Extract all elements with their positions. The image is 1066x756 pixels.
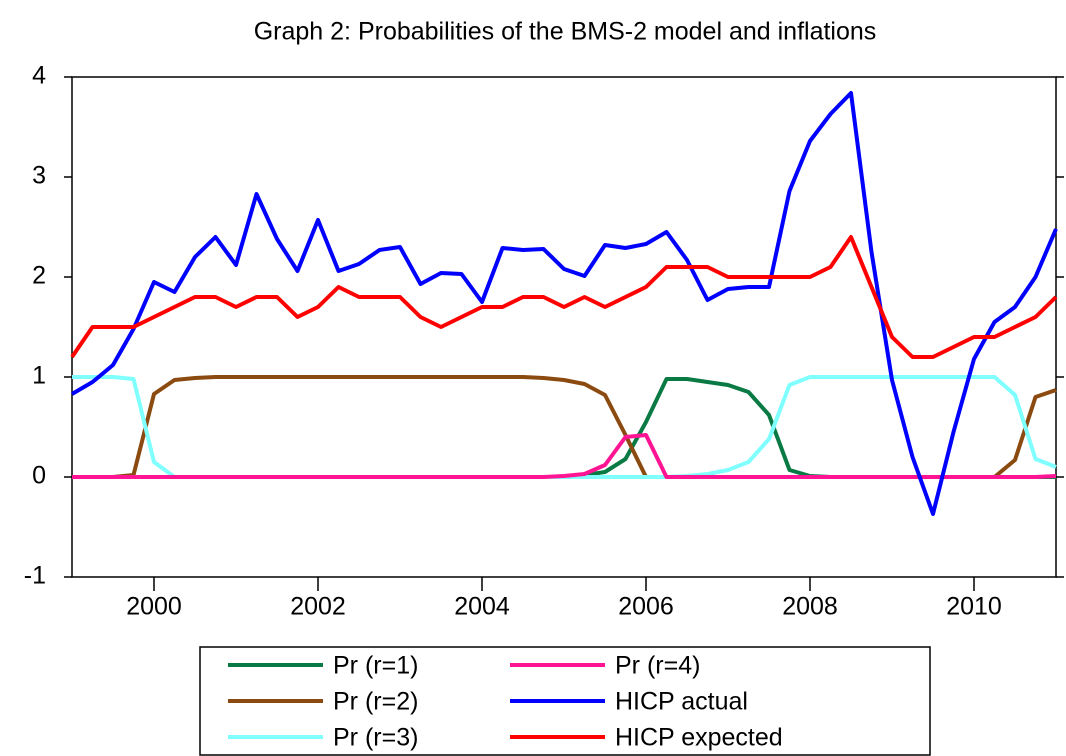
legend-label: Pr (r=2) <box>333 688 418 716</box>
legend-label: HICP actual <box>615 688 748 716</box>
legend-label: Pr (r=4) <box>615 652 700 680</box>
legend-label: Pr (r=1) <box>333 652 418 680</box>
line-series <box>72 377 1056 479</box>
y-tick-label: 1 <box>32 362 46 390</box>
y-tick-label: 2 <box>32 262 46 290</box>
y-tick-label: 0 <box>32 462 46 490</box>
y-tick-label: 4 <box>32 62 46 90</box>
y-tick-label: 3 <box>32 162 46 190</box>
legend-label: Pr (r=3) <box>333 724 418 752</box>
line-series <box>72 375 1057 479</box>
x-tick-label: 2006 <box>618 593 674 621</box>
x-tick-label: 2002 <box>290 593 346 621</box>
legend-label: HICP expected <box>615 724 783 752</box>
x-tick-label: 2010 <box>946 593 1002 621</box>
x-tick-label: 2004 <box>454 593 510 621</box>
y-tick-label: -1 <box>24 562 46 590</box>
line-series <box>72 433 1057 479</box>
x-tick-label: 2000 <box>126 593 182 621</box>
line-series <box>72 375 1057 479</box>
chart-title: Graph 2: Probabilities of the BMS-2 mode… <box>254 18 877 46</box>
plot-frame <box>71 76 1057 578</box>
line-series <box>70 91 1058 516</box>
x-tick-label: 2008 <box>782 593 838 621</box>
line-series <box>70 235 1058 359</box>
